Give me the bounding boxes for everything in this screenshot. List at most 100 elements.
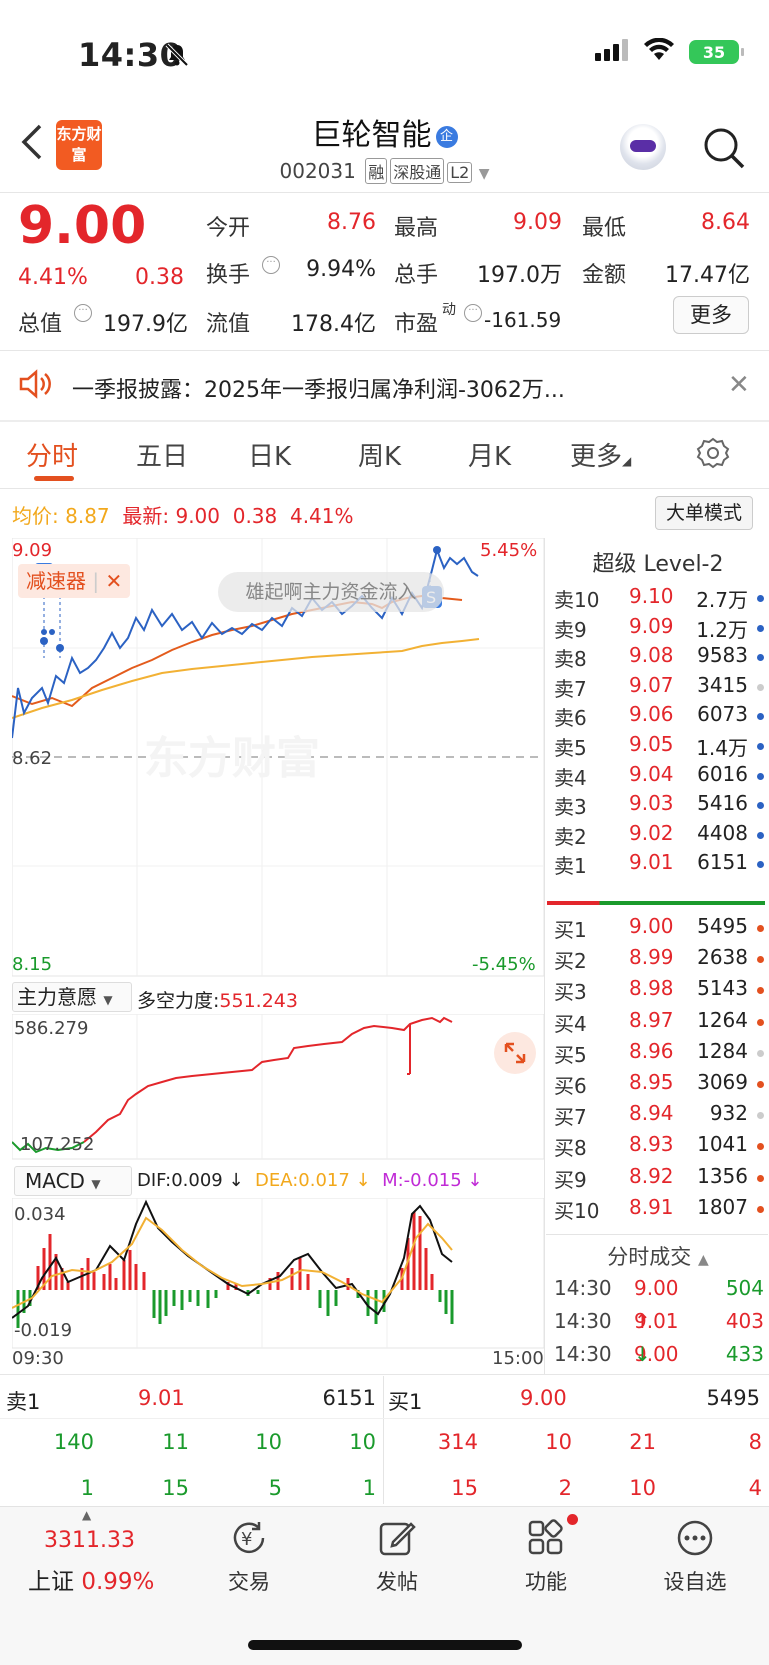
intent-chart[interactable] [12, 1014, 544, 1160]
mcap-label: 总值 [18, 312, 63, 337]
index-readout[interactable]: 上证 0.99% [28, 1562, 154, 1596]
bid-row[interactable]: 买6 8.95 3069 [554, 1070, 764, 1101]
ticks-title[interactable]: 分时成交 ▲ [607, 1245, 709, 1269]
settings-gear-icon[interactable] [696, 436, 730, 470]
big-order-mode-button[interactable]: 大单模式 [655, 496, 753, 530]
nav-trade[interactable]: ¥ 交易 [189, 1518, 309, 1596]
search-icon[interactable] [702, 126, 746, 170]
bid-row[interactable]: 买10 8.91 1807 [554, 1195, 764, 1226]
macd-top-value: 0.034 [14, 1204, 66, 1225]
amount-label: 金额 [582, 263, 627, 288]
ask-row[interactable]: 卖3 9.03 5416 [554, 791, 764, 822]
float-label: 流值 [206, 312, 251, 337]
bid-price: 9.00 [629, 914, 674, 938]
ask-row[interactable]: 卖9 9.09 1.2万 [554, 614, 764, 645]
bid-level-label: 买10 [554, 1198, 600, 1223]
home-indicator[interactable] [248, 1640, 522, 1650]
bid-row[interactable]: 买7 8.94 932 [554, 1101, 764, 1132]
assistant-robot-icon[interactable] [620, 124, 666, 170]
ask-volume: 4408 [697, 820, 748, 845]
bid-volume: 1807 [697, 1194, 748, 1219]
tab-monthly-k[interactable]: 月K [468, 442, 512, 472]
tab-more[interactable]: 更多◢ [570, 442, 632, 472]
power-readout: 多空力度:551.243 [137, 990, 298, 1012]
decelerator-badge[interactable]: 减速器 | ✕ [18, 564, 131, 598]
back-button[interactable] [16, 122, 52, 168]
index-value[interactable]: 3311.33 [44, 1528, 135, 1553]
summary-buy-volume: 5495 [706, 1386, 760, 1410]
bid-volume: 1041 [697, 1132, 748, 1157]
bid-level-label: 买1 [554, 918, 587, 942]
ask-row[interactable]: 卖4 9.04 6016 [554, 762, 764, 793]
tab-five-day[interactable]: 五日 [136, 442, 189, 472]
stock-subtitle[interactable]: 002031 融深股通 L2 ▼ [0, 158, 769, 184]
summary-buy-label: 买1 [388, 1390, 423, 1414]
pct-axis-top: 5.45% [480, 540, 538, 561]
order-dot-icon [757, 956, 764, 964]
ask-level-label: 卖10 [554, 588, 600, 612]
ask-row[interactable]: 卖10 9.10 2.7万 [554, 584, 764, 615]
bid-row[interactable]: 买2 8.99 2638 [554, 945, 764, 976]
ask-row[interactable]: 卖5 9.05 1.4万 [554, 732, 764, 763]
macd-indicator-dropdown[interactable]: MACD ▼ [14, 1166, 132, 1196]
order-dot-icon [757, 1143, 764, 1151]
summary-count: 10 [349, 1430, 376, 1454]
order-dot-icon [757, 654, 764, 662]
pe-superscript: 动 [442, 302, 456, 318]
current-price: 9.00 [18, 196, 147, 256]
tick-time: 14:30 [554, 1342, 612, 1366]
volume-label: 总手 [394, 263, 439, 288]
nav-post[interactable]: 发帖 [337, 1518, 457, 1596]
tab-intraday[interactable]: 分时 [26, 442, 79, 472]
bid-level-label: 买8 [554, 1136, 587, 1161]
ask-row[interactable]: 卖7 9.07 3415 [554, 673, 764, 704]
bid-row[interactable]: 买9 8.92 1356 [554, 1164, 764, 1195]
summary-count: 314 [437, 1430, 478, 1454]
low-value: 8.64 [701, 210, 750, 235]
ask-level-label: 卖7 [554, 676, 587, 701]
bid-price: 8.95 [629, 1070, 674, 1094]
summary-sell-label: 卖1 [6, 1390, 41, 1414]
bid-row[interactable]: 买1 9.00 5495 [554, 914, 764, 945]
ask-row[interactable]: 卖8 9.08 9583 [554, 643, 764, 674]
order-dot-icon [757, 772, 764, 780]
bid-row[interactable]: 买4 8.97 1264 [554, 1008, 764, 1039]
bid-level-label: 买4 [554, 1011, 587, 1036]
macd-chart[interactable] [12, 1198, 544, 1350]
summary-count: 15 [451, 1476, 478, 1500]
info-dots-icon[interactable]: ··· [262, 256, 280, 274]
stock-name: 巨轮智能 [311, 118, 432, 153]
info-dots-icon[interactable]: ··· [74, 304, 92, 322]
ask-row[interactable]: 卖1 9.01 6151 [554, 850, 764, 881]
order-dot-icon [757, 1174, 764, 1182]
bid-row[interactable]: 买5 8.96 1284 [554, 1039, 764, 1070]
y-axis-mid: 8.62 [12, 748, 53, 769]
tab-weekly-k[interactable]: 周K [358, 442, 402, 472]
close-icon[interactable]: ✕ [728, 370, 750, 400]
summary-count: 8 [748, 1430, 762, 1454]
bid-row[interactable]: 买3 8.98 5143 [554, 976, 764, 1007]
amount-value: 17.47亿 [665, 263, 750, 288]
float-value: 178.4亿 [291, 312, 376, 337]
caret-up-icon: ▲ [82, 1508, 92, 1522]
order-dot-icon [757, 1112, 764, 1120]
news-ticker[interactable]: 一季报披露：2025年一季报归属净利润-3062万... [72, 378, 565, 403]
ask-level-label: 卖6 [554, 706, 587, 731]
info-dots-icon[interactable]: ··· [464, 304, 482, 322]
nav-add-watchlist[interactable]: 设自选 [635, 1518, 755, 1596]
ask-row[interactable]: 卖2 9.02 4408 [554, 821, 764, 852]
tab-daily-k[interactable]: 日K [248, 442, 292, 472]
latest-value: 9.00 [175, 504, 220, 528]
expand-icon[interactable] [494, 1032, 536, 1074]
orderbook-title[interactable]: 超级 Level-2 [592, 552, 724, 577]
bid-row[interactable]: 买8 8.93 1041 [554, 1132, 764, 1163]
ask-level-label: 卖4 [554, 765, 587, 790]
bid-level-label: 买7 [554, 1105, 587, 1130]
ask-row[interactable]: 卖6 9.06 6073 [554, 702, 764, 733]
nav-functions[interactable]: 功能 [486, 1514, 606, 1596]
bid-level-label: 买3 [554, 980, 587, 1005]
fund-flow-overlay[interactable]: 雄起啊主力资金流入 [218, 572, 444, 612]
more-quote-button[interactable]: 更多 [673, 296, 749, 334]
intent-indicator-dropdown[interactable]: 主力意愿 ▼ [12, 982, 132, 1012]
battery-icon: 35 [689, 40, 744, 64]
